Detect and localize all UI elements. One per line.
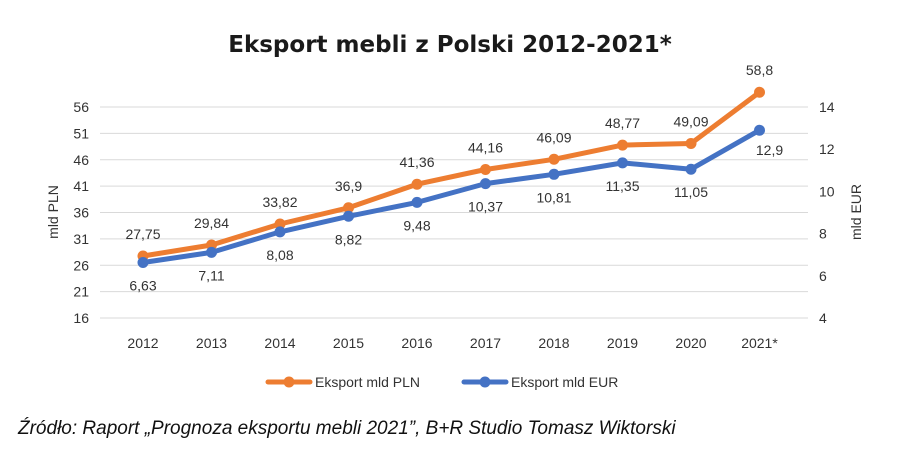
legend-label: Eksport mld PLN bbox=[315, 374, 420, 390]
right-axis: 4 6 8 10 12 14 bbox=[819, 99, 835, 326]
x-tick-label: 2020 bbox=[675, 335, 706, 351]
series bbox=[137, 86, 765, 269]
x-tick-label: 2019 bbox=[607, 335, 638, 351]
right-axis-title: mld EUR bbox=[848, 184, 864, 240]
x-tick-label: 2015 bbox=[333, 335, 364, 351]
x-tick-label: 2018 bbox=[538, 335, 569, 351]
data-label-pln: 46,09 bbox=[536, 129, 571, 145]
chart-title: Eksport mebli z Polski 2012-2021* bbox=[228, 32, 672, 58]
data-point-eur bbox=[137, 257, 149, 269]
left-tick-label: 46 bbox=[73, 152, 89, 168]
data-point-eur bbox=[754, 124, 765, 136]
data-label-eur: 12,9 bbox=[756, 142, 783, 158]
series-line-eur bbox=[140, 127, 762, 265]
source-note: Źródło: Raport „Prognoza eksportu mebli … bbox=[18, 418, 676, 439]
data-point-eur bbox=[274, 226, 286, 238]
data-point-eur bbox=[343, 210, 354, 222]
data-point-eur bbox=[480, 178, 491, 190]
data-label-pln: 33,82 bbox=[262, 194, 297, 210]
left-tick-label: 36 bbox=[73, 205, 89, 221]
x-tick-label: 2016 bbox=[401, 335, 432, 351]
data-point-pln bbox=[685, 137, 697, 149]
right-tick-label: 8 bbox=[819, 226, 827, 242]
left-axis: 16 21 26 31 36 41 46 51 56 bbox=[73, 99, 89, 326]
data-label-eur: 8,82 bbox=[335, 231, 362, 247]
left-tick-label: 31 bbox=[73, 231, 89, 247]
data-label-pln: 58,8 bbox=[746, 62, 773, 78]
x-tick-label: 2021* bbox=[741, 335, 778, 351]
legend-marker bbox=[283, 376, 295, 388]
data-label-pln: 44,16 bbox=[468, 139, 503, 155]
right-tick-label: 4 bbox=[819, 310, 827, 326]
legend-item-eur: Eksport mld EUR bbox=[461, 374, 618, 390]
data-point-pln bbox=[411, 178, 423, 190]
right-tick-label: 12 bbox=[819, 141, 835, 157]
legend-marker bbox=[479, 376, 491, 388]
data-point-pln bbox=[548, 153, 560, 165]
x-tick-label: 2017 bbox=[470, 335, 501, 351]
data-point-eur bbox=[548, 168, 560, 180]
data-point-pln bbox=[480, 163, 491, 175]
data-point-eur bbox=[206, 246, 217, 258]
left-tick-label: 21 bbox=[73, 284, 89, 300]
data-label-pln: 49,09 bbox=[673, 113, 708, 129]
data-label-pln: 29,84 bbox=[194, 215, 229, 231]
series-line-pln bbox=[140, 89, 762, 259]
left-tick-label: 56 bbox=[73, 99, 89, 115]
data-label-eur: 6,63 bbox=[129, 278, 156, 294]
data-label-pln: 36,9 bbox=[335, 178, 362, 194]
data-point-pln bbox=[343, 202, 354, 214]
data-label-eur: 7,11 bbox=[198, 267, 224, 283]
data-label-eur: 10,81 bbox=[536, 189, 571, 205]
data-point-pln bbox=[754, 86, 765, 98]
left-tick-label: 26 bbox=[73, 257, 89, 273]
data-point-eur bbox=[617, 157, 628, 169]
data-label-pln: 27,75 bbox=[125, 226, 160, 242]
data-label-eur: 11,05 bbox=[674, 184, 708, 200]
left-tick-label: 16 bbox=[73, 310, 89, 326]
x-tick-label: 2012 bbox=[127, 335, 158, 351]
right-tick-label: 10 bbox=[819, 183, 835, 199]
x-tick-label: 2013 bbox=[196, 335, 227, 351]
grid-lines bbox=[100, 106, 808, 319]
data-label-eur: 11,35 bbox=[606, 178, 640, 194]
data-label-pln: 48,77 bbox=[605, 115, 640, 131]
legend: Eksport mld PLN Eksport mld EUR bbox=[265, 374, 618, 390]
legend-item-pln: Eksport mld PLN bbox=[265, 374, 420, 390]
x-axis: 2012 2013 2014 2015 2016 2017 2018 2019 2020 2021… bbox=[127, 335, 778, 351]
data-point-eur bbox=[685, 163, 697, 175]
left-tick-label: 41 bbox=[73, 178, 89, 194]
legend-label: Eksport mld EUR bbox=[511, 374, 618, 390]
data-point-pln bbox=[274, 218, 286, 230]
data-label-pln: 41,36 bbox=[399, 154, 434, 170]
right-tick-label: 6 bbox=[819, 268, 827, 284]
data-label-eur: 8,08 bbox=[266, 247, 293, 263]
right-tick-label: 14 bbox=[819, 99, 835, 115]
data-point-eur bbox=[411, 196, 423, 208]
x-tick-label: 2014 bbox=[264, 335, 295, 351]
data-labels: 27,75 29,84 33,82 36,9 41,36 44,16 46,09 48,77 4… bbox=[125, 62, 783, 293]
data-label-eur: 10,37 bbox=[468, 199, 503, 215]
left-axis-title: mld PLN bbox=[45, 185, 61, 239]
data-point-pln bbox=[617, 139, 628, 151]
data-label-eur: 9,48 bbox=[403, 217, 430, 233]
left-tick-label: 51 bbox=[73, 125, 89, 141]
